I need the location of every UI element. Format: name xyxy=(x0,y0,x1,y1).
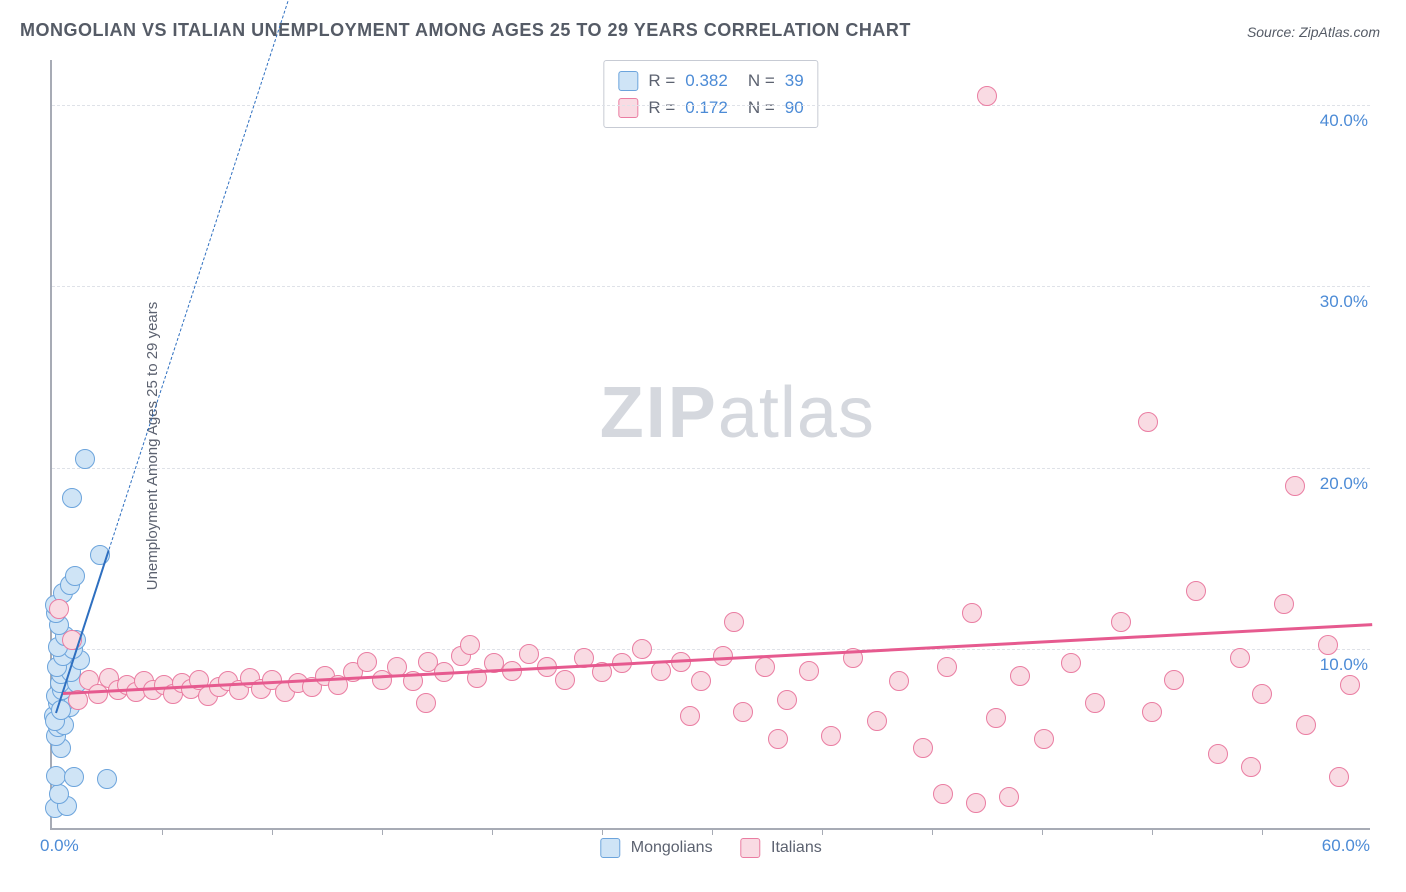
italians-point xyxy=(933,784,953,804)
italians-point xyxy=(821,726,841,746)
italians-point xyxy=(1111,612,1131,632)
italians-point xyxy=(1274,594,1294,614)
italians-point xyxy=(733,702,753,722)
mongolians-point xyxy=(97,769,117,789)
italians-point xyxy=(1318,635,1338,655)
italians-point xyxy=(1061,653,1081,673)
italians-point xyxy=(1252,684,1272,704)
swatch-icon xyxy=(600,838,620,858)
italians-point xyxy=(913,738,933,758)
italians-point xyxy=(986,708,1006,728)
italians-point xyxy=(1186,581,1206,601)
legend-item: Italians xyxy=(741,838,822,858)
mongolians-point xyxy=(65,566,85,586)
x-tick-mark xyxy=(1262,828,1263,835)
italians-point xyxy=(889,671,909,691)
swatch-icon xyxy=(741,838,761,858)
x-axis-min-label: 0.0% xyxy=(40,836,79,856)
correlation-stats-box: R = 0.382 N = 39 R = 0.172 N = 90 xyxy=(603,60,818,128)
italians-point xyxy=(357,652,377,672)
italians-point xyxy=(1230,648,1250,668)
mongolians-point xyxy=(49,784,69,804)
y-tick-label: 10.0% xyxy=(1320,655,1368,675)
italians-point xyxy=(1296,715,1316,735)
italians-point xyxy=(937,657,957,677)
x-tick-mark xyxy=(272,828,273,835)
italians-point xyxy=(867,711,887,731)
chart-title: MONGOLIAN VS ITALIAN UNEMPLOYMENT AMONG … xyxy=(20,20,911,41)
x-tick-mark xyxy=(492,828,493,835)
x-tick-mark xyxy=(1042,828,1043,835)
italians-point xyxy=(962,603,982,623)
swatch-icon xyxy=(618,98,638,118)
italians-point xyxy=(1010,666,1030,686)
italians-point xyxy=(1285,476,1305,496)
x-tick-mark xyxy=(932,828,933,835)
italians-point xyxy=(555,670,575,690)
x-tick-mark xyxy=(382,828,383,835)
italians-point xyxy=(1034,729,1054,749)
stats-row: R = 0.172 N = 90 xyxy=(618,94,803,121)
italians-point xyxy=(519,644,539,664)
swatch-icon xyxy=(618,71,638,91)
italians-point xyxy=(977,86,997,106)
italians-point xyxy=(1085,693,1105,713)
italians-point xyxy=(680,706,700,726)
italians-point xyxy=(49,599,69,619)
x-tick-mark xyxy=(712,828,713,835)
legend-item: Mongolians xyxy=(600,838,712,858)
watermark: ZIPatlas xyxy=(600,372,875,454)
italians-point xyxy=(1340,675,1360,695)
x-tick-mark xyxy=(822,828,823,835)
scatter-plot-area: ZIPatlas R = 0.382 N = 39 R = 0.172 N = … xyxy=(50,60,1370,830)
italians-point xyxy=(1329,767,1349,787)
italians-point xyxy=(768,729,788,749)
mongolians-point xyxy=(51,700,71,720)
italians-point xyxy=(999,787,1019,807)
gridline xyxy=(52,286,1370,287)
italians-point xyxy=(460,635,480,655)
mongolians-point xyxy=(62,488,82,508)
x-tick-mark xyxy=(602,828,603,835)
mongolians-point xyxy=(75,449,95,469)
italians-point xyxy=(1138,412,1158,432)
x-tick-mark xyxy=(162,828,163,835)
y-tick-label: 20.0% xyxy=(1320,474,1368,494)
source-attribution: Source: ZipAtlas.com xyxy=(1247,24,1380,40)
italians-point xyxy=(1164,670,1184,690)
x-axis-max-label: 60.0% xyxy=(1322,836,1370,856)
italians-point xyxy=(755,657,775,677)
italians-point xyxy=(777,690,797,710)
italians-point xyxy=(966,793,986,813)
y-tick-label: 30.0% xyxy=(1320,292,1368,312)
stats-row: R = 0.382 N = 39 xyxy=(618,67,803,94)
italians-point xyxy=(632,639,652,659)
italians-point xyxy=(1241,757,1261,777)
italians-point xyxy=(799,661,819,681)
gridline xyxy=(52,105,1370,106)
italians-point xyxy=(691,671,711,691)
gridline xyxy=(52,468,1370,469)
x-tick-mark xyxy=(1152,828,1153,835)
italians-point xyxy=(416,693,436,713)
italians-point xyxy=(724,612,744,632)
gridline xyxy=(52,649,1370,650)
y-tick-label: 40.0% xyxy=(1320,111,1368,131)
series-legend: Mongolians Italians xyxy=(600,838,821,858)
mongolians-point xyxy=(64,767,84,787)
italians-point xyxy=(1142,702,1162,722)
italians-point xyxy=(1208,744,1228,764)
